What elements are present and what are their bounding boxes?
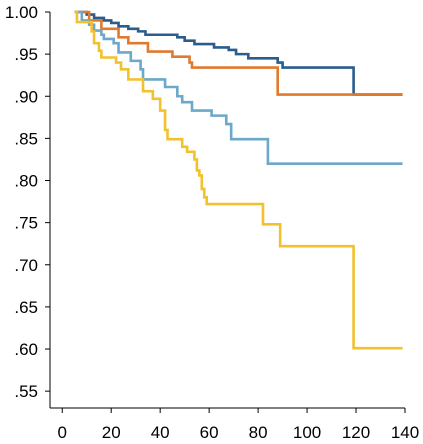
y-tick-label: 1.00 bbox=[5, 3, 38, 22]
y-tick-label: .80 bbox=[14, 172, 38, 191]
y-tick-label: .70 bbox=[14, 256, 38, 275]
series-line-1 bbox=[74, 10, 403, 96]
y-tick-label: .55 bbox=[14, 382, 38, 401]
x-tick-label: 20 bbox=[102, 423, 121, 442]
series-group bbox=[74, 10, 403, 350]
y-tick-label: .90 bbox=[14, 87, 38, 106]
y-tick-label: .65 bbox=[14, 298, 38, 317]
y-tick-label: .75 bbox=[14, 214, 38, 233]
series-line-4 bbox=[74, 10, 403, 350]
series-line-3 bbox=[74, 10, 403, 165]
x-tick-label: 60 bbox=[200, 423, 219, 442]
x-tick-label: 120 bbox=[342, 423, 370, 442]
axes: 1.00 .95 .90 .85 .80 .75 .70 .65 .60 .55 0 20 40 60 80… bbox=[5, 3, 419, 442]
x-tick-label: 140 bbox=[391, 423, 419, 442]
y-tick-label: .95 bbox=[14, 45, 38, 64]
x-tick-label: 100 bbox=[293, 423, 321, 442]
series-line-2 bbox=[74, 10, 403, 96]
x-tick-label: 40 bbox=[151, 423, 170, 442]
y-tick-label: .60 bbox=[14, 340, 38, 359]
x-tick-label: 80 bbox=[249, 423, 268, 442]
y-tick-label: .85 bbox=[14, 129, 38, 148]
x-tick-label: 0 bbox=[58, 423, 67, 442]
